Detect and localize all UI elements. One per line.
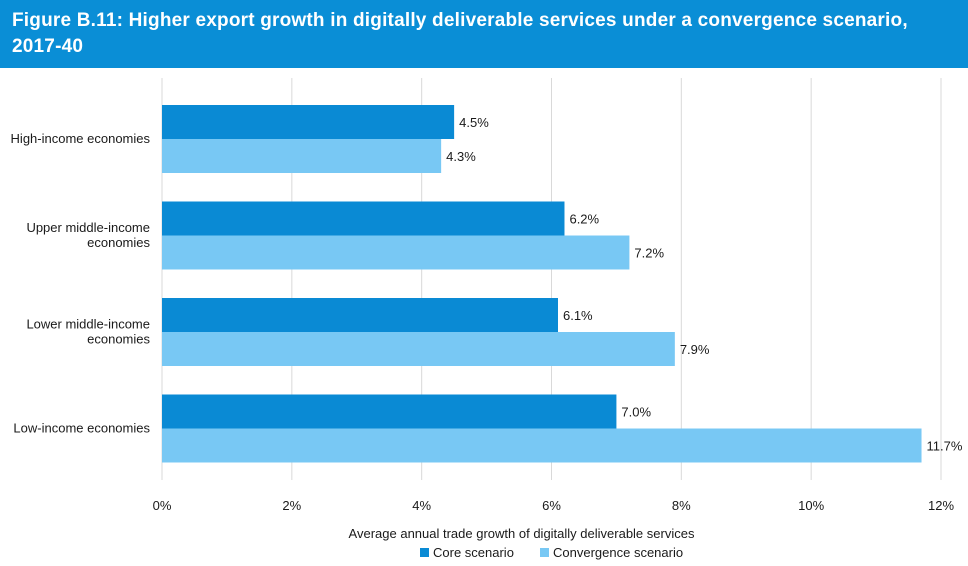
- data-label: 7.0%: [621, 405, 651, 420]
- labels: 0% 2% 4% 6% 8% 10% 12% 4.5% 4.3% High-income econ…: [11, 115, 963, 541]
- x-tick-label: 0%: [153, 498, 172, 513]
- bar: [162, 394, 617, 429]
- bar: [162, 428, 922, 463]
- x-tick-label: 12%: [928, 498, 954, 513]
- data-label: 4.5%: [459, 115, 489, 130]
- legend-swatch: [420, 548, 429, 557]
- bar: [162, 105, 455, 139]
- x-tick-label: 4%: [412, 498, 431, 513]
- data-label: 4.3%: [446, 149, 476, 164]
- figure-title: Figure B.11: Higher export growth in dig…: [12, 10, 908, 57]
- data-label: 6.1%: [563, 308, 593, 323]
- data-label: 7.2%: [634, 246, 664, 261]
- category-label: Low-income economies: [13, 421, 150, 436]
- bar: [162, 201, 565, 236]
- x-tick-label: 6%: [542, 498, 561, 513]
- bars: [162, 105, 922, 463]
- bar: [162, 235, 630, 270]
- legend-label: Core scenario: [433, 545, 514, 560]
- x-tick-label: 8%: [672, 498, 691, 513]
- data-label: 6.2%: [569, 212, 599, 227]
- data-label: 7.9%: [680, 342, 710, 357]
- legend-label: Convergence scenario: [553, 545, 683, 560]
- category-label: High-income economies: [11, 131, 151, 146]
- x-axis-title: Average annual trade growth of digitally…: [349, 526, 695, 541]
- x-tick-label: 10%: [798, 498, 824, 513]
- bar: [162, 298, 558, 332]
- data-label: 11.7%: [927, 439, 963, 454]
- bar: [162, 139, 442, 173]
- category-label: Lower middle-income economies: [26, 317, 150, 347]
- legend: Core scenario Convergence scenario: [420, 545, 683, 560]
- x-tick-label: 2%: [282, 498, 301, 513]
- bar: [162, 332, 675, 366]
- legend-swatch: [540, 548, 549, 557]
- category-label: Upper middle-income economies: [26, 220, 150, 250]
- bar-chart: 0% 2% 4% 6% 8% 10% 12% 4.5% 4.3% High-income econ…: [11, 78, 963, 560]
- figure-header: Figure B.11: Higher export growth in dig…: [0, 0, 968, 68]
